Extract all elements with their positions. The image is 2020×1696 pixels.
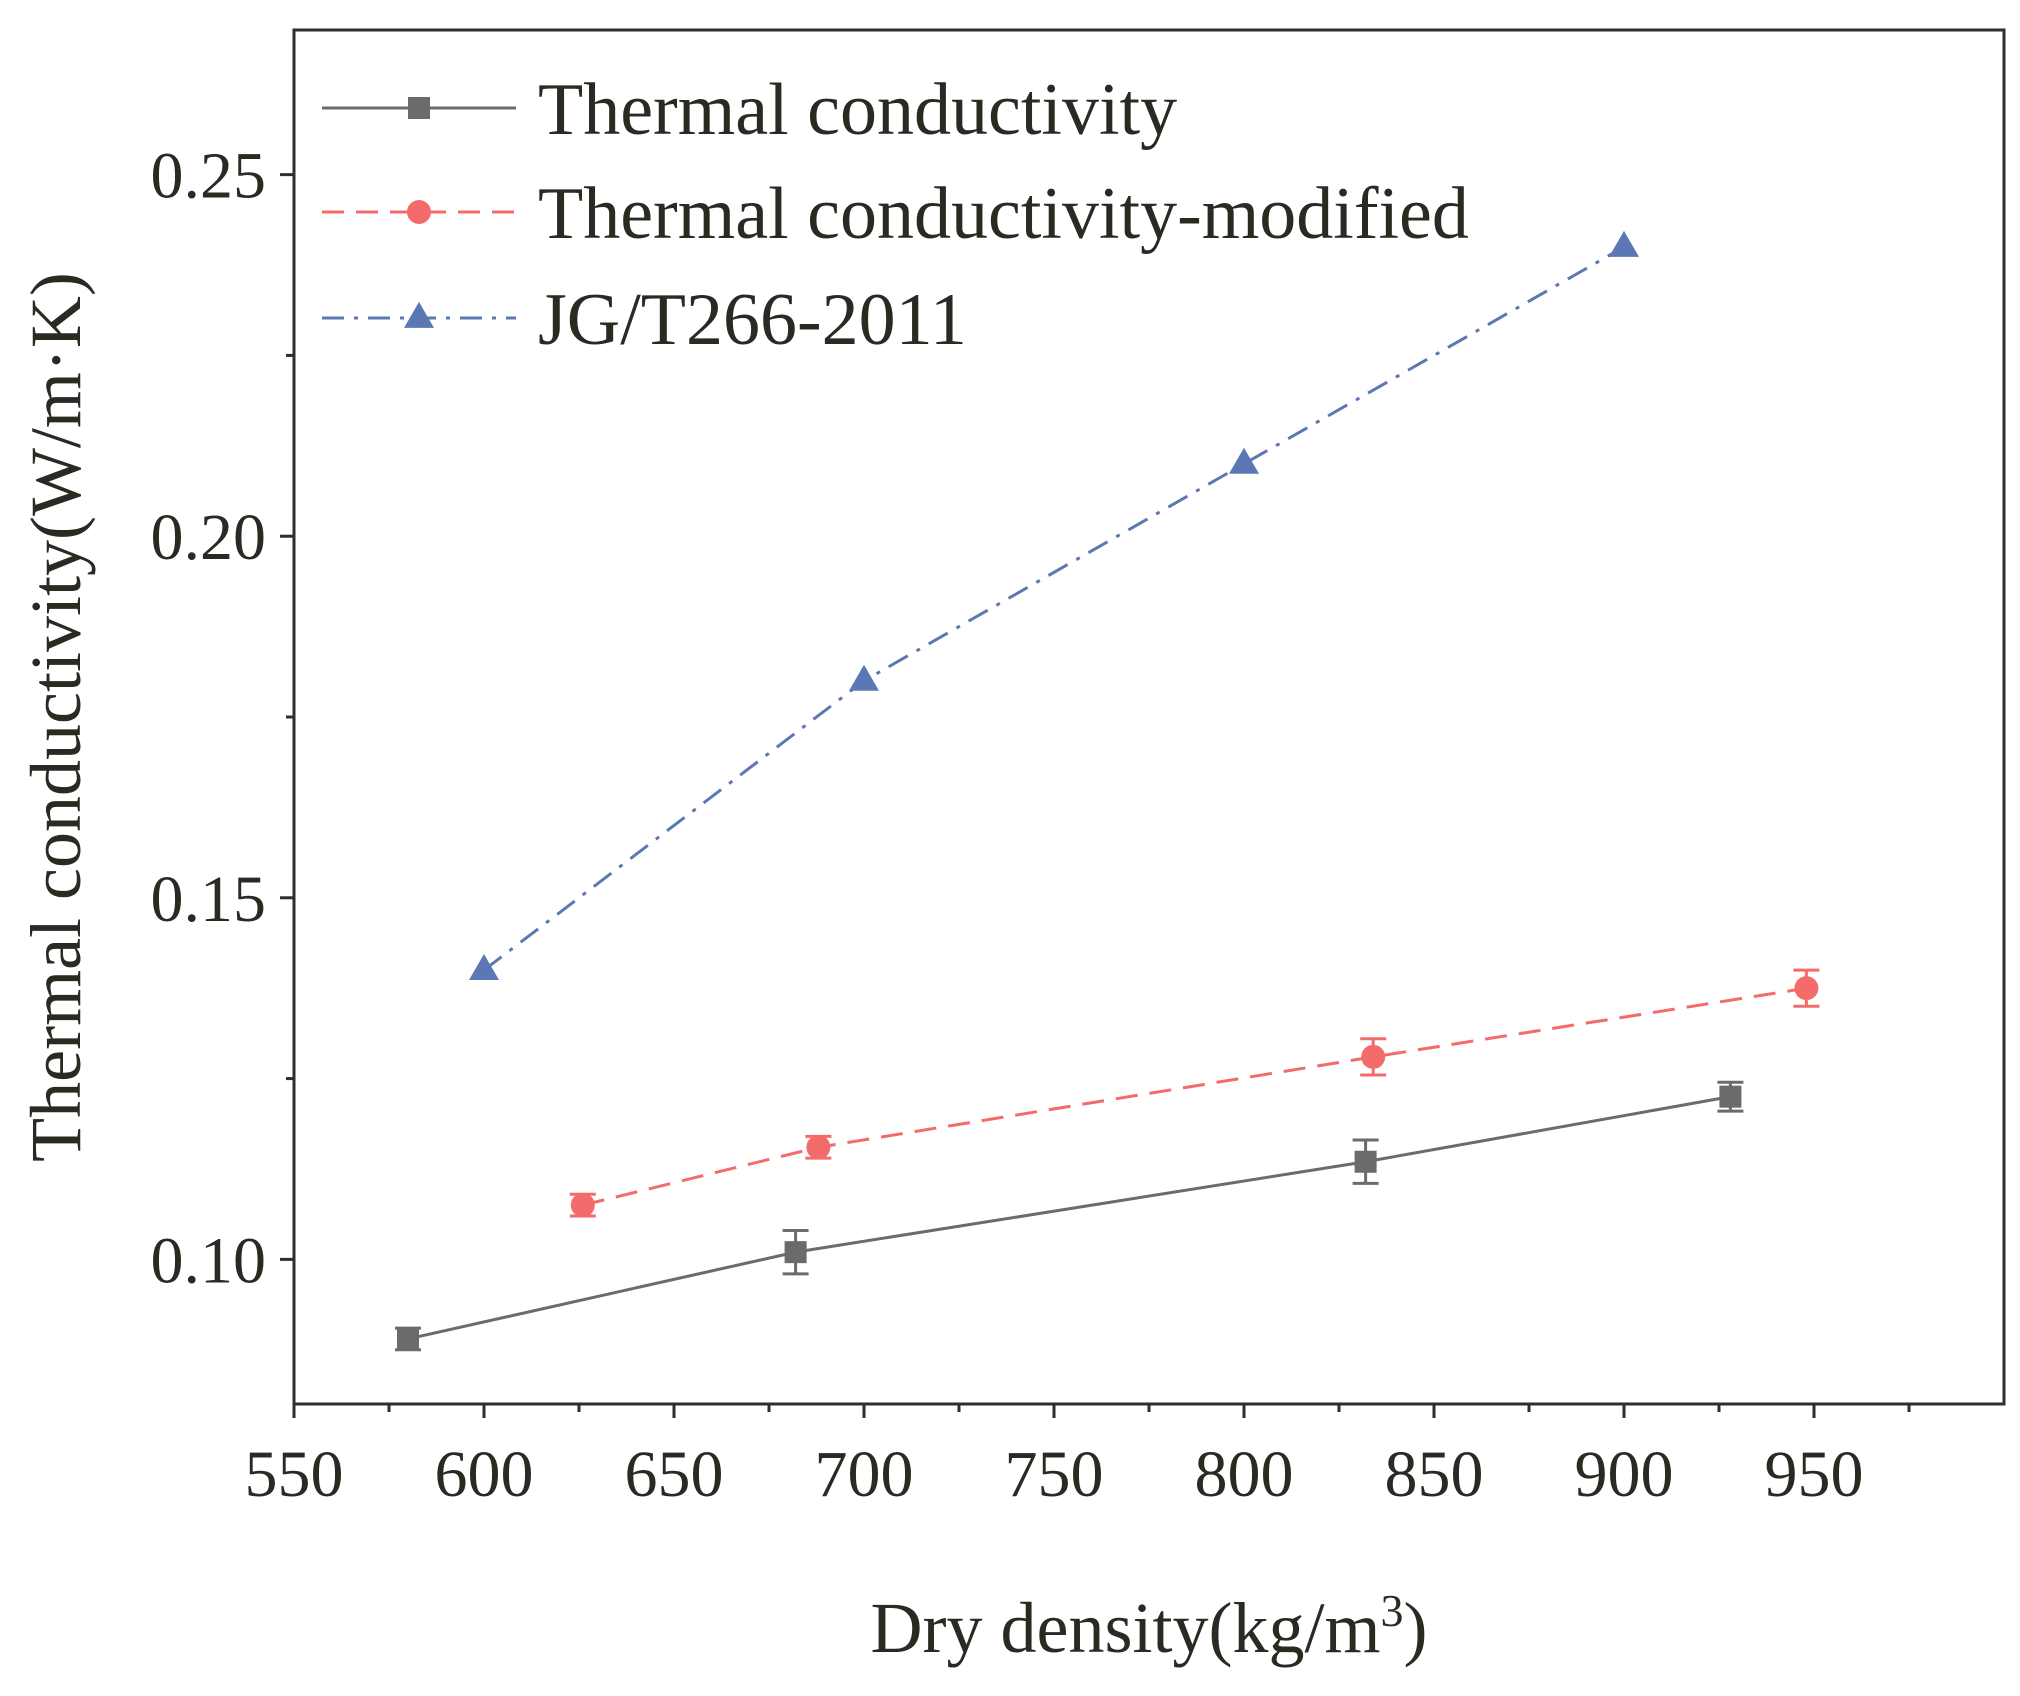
y-tick-label: 0.20 (151, 501, 267, 574)
x-tick-label: 650 (625, 1438, 724, 1511)
series-line (582, 986, 1807, 1207)
data-point (570, 1193, 595, 1218)
legend-marker (408, 97, 430, 119)
data-point (1794, 976, 1819, 1001)
legend-marker (407, 200, 431, 224)
data-point (849, 664, 879, 691)
data-point (1361, 1044, 1386, 1069)
legend-marker (404, 301, 434, 328)
x-tick-label: 550 (245, 1438, 344, 1511)
x-axis-title: Dry density(kg/m3) (871, 1585, 1428, 1668)
x-tick-label: 800 (1195, 1438, 1294, 1511)
data-point (784, 1241, 807, 1264)
x-tick-label: 950 (1765, 1438, 1864, 1511)
legend-label: JG/T266-2011 (538, 279, 967, 361)
series-2 (569, 968, 1820, 1218)
data-point (806, 1135, 831, 1160)
data-point (1354, 1150, 1377, 1173)
y-axis-title: Thermal conductivity(W/m·K) (16, 272, 96, 1162)
x-tick-label: 850 (1385, 1438, 1484, 1511)
series-1 (395, 1080, 1744, 1352)
series-layer (395, 230, 1820, 1352)
x-tick-label: 600 (435, 1438, 534, 1511)
legend-item: Thermal conductivity (322, 69, 1177, 151)
x-axis-title-text: Dry density(kg/m (871, 1588, 1381, 1668)
y-tick-label: 0.15 (151, 863, 267, 936)
x-axis-title-suffix: ) (1403, 1588, 1427, 1668)
legend-item: Thermal conductivity-modified (322, 173, 1469, 255)
data-point (1609, 230, 1639, 257)
x-axis-title-superscript: 3 (1380, 1585, 1403, 1636)
data-point (469, 953, 499, 980)
y-tick-label: 0.10 (151, 1224, 267, 1297)
y-tick-label: 0.25 (151, 140, 267, 213)
legend-item: JG/T266-2011 (322, 279, 967, 361)
series-line (407, 1095, 1731, 1341)
x-tick-label: 900 (1575, 1438, 1674, 1511)
legend-label: Thermal conductivity-modified (538, 173, 1469, 255)
series-line (483, 245, 1625, 972)
axis-ticks: 550 600 650 700 750 800 850 900 950 0.10 0.15 0.20 0… (151, 140, 1911, 1511)
x-tick-label: 750 (1005, 1438, 1104, 1511)
data-point (397, 1327, 419, 1350)
data-point (1719, 1085, 1742, 1108)
series-3 (469, 230, 1639, 980)
legend-label: Thermal conductivity (538, 69, 1177, 151)
data-point (1229, 447, 1259, 474)
legend: Thermal conductivity Thermal conductivity… (322, 69, 1469, 361)
x-tick-label: 700 (815, 1438, 914, 1511)
